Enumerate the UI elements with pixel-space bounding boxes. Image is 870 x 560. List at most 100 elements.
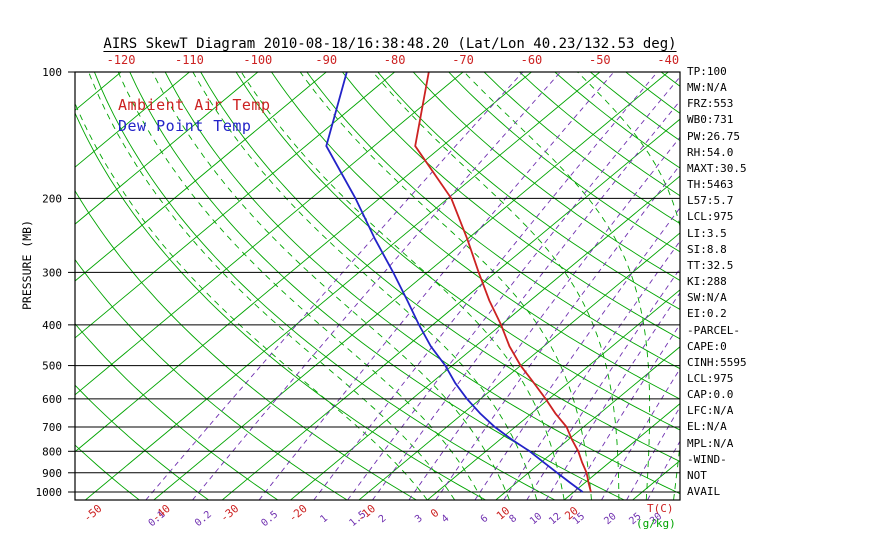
pressure-tick-label: 900 bbox=[42, 467, 62, 480]
mixing-ratio-tick-label: 12 bbox=[547, 511, 563, 527]
plot-border bbox=[74, 71, 681, 501]
mixing-ratio-line bbox=[569, 323, 680, 500]
isotherm-line bbox=[75, 72, 259, 225]
pressure-tick-label: 700 bbox=[42, 421, 62, 434]
dry-adiabat-line bbox=[75, 258, 348, 500]
mixing-ratio-line bbox=[408, 136, 680, 500]
stat-line: SI:8.8 bbox=[687, 242, 727, 256]
isotherm-line bbox=[495, 346, 680, 500]
stat-line: LFC:N/A bbox=[687, 404, 734, 418]
stat-line: EI:0.2 bbox=[687, 307, 727, 321]
dry-adiabat-line bbox=[75, 323, 279, 500]
dry-adiabat-line bbox=[483, 72, 680, 225]
dry-adiabat-line bbox=[235, 72, 680, 431]
dew-point-temp-line bbox=[325, 72, 584, 493]
top-temp-tick-label: -70 bbox=[452, 53, 474, 67]
moist-adiabat-line bbox=[372, 72, 620, 500]
stat-line: LCL:975 bbox=[687, 371, 734, 385]
stat-line: L57:5.7 bbox=[687, 194, 734, 208]
dry-adiabat-line bbox=[625, 72, 680, 114]
mixing-ratio-line bbox=[372, 100, 680, 500]
top-temp-tick-label: -100 bbox=[243, 53, 272, 67]
moist-adiabat-line bbox=[299, 72, 592, 500]
stat-line: TP:100 bbox=[687, 65, 727, 78]
top-temp-tick-label: -40 bbox=[657, 53, 679, 67]
mixing-ratio-tick-label: 8 bbox=[507, 513, 519, 525]
temp-unit-label: T(C) bbox=[647, 502, 674, 515]
bottom-temp-tick-label: -30 bbox=[218, 502, 242, 525]
mixing-ratio-tick-label: 0.5 bbox=[259, 509, 280, 529]
mixing-ratio-line bbox=[647, 440, 680, 500]
mixing-ratio-line bbox=[258, 72, 615, 500]
mixing-ratio-line bbox=[626, 406, 680, 500]
mixing-ratio-line bbox=[145, 72, 524, 500]
moist-adiabat-line bbox=[75, 102, 428, 500]
stat-line: RH:54.0 bbox=[687, 145, 734, 159]
isotherm-line bbox=[427, 289, 680, 500]
stat-line: WB0:731 bbox=[687, 113, 734, 127]
pressure-tick-label: 400 bbox=[42, 319, 62, 332]
stat-line: -WIND- bbox=[687, 452, 727, 466]
dry-adiabat-line bbox=[554, 72, 680, 169]
moist-adiabat-line bbox=[88, 72, 456, 500]
isotherm-line bbox=[75, 72, 464, 396]
mixing-ratio-tick-label: 6 bbox=[479, 513, 491, 525]
stat-line: LI:3.5 bbox=[687, 226, 727, 240]
legend-ambient-temp: Ambient Air Temp bbox=[118, 96, 271, 114]
dry-adiabat-line bbox=[200, 72, 680, 463]
moist-adiabat-line bbox=[192, 72, 538, 500]
dry-adiabat-line bbox=[377, 72, 680, 310]
ambient-air-temp-line bbox=[414, 72, 592, 493]
isotherm-line bbox=[290, 175, 680, 500]
moist-adiabat-line bbox=[240, 72, 565, 500]
mixing-ratio-tick-label: 20 bbox=[602, 511, 618, 527]
isotherm-line bbox=[75, 72, 327, 282]
stat-line: FRZ:553 bbox=[687, 97, 734, 111]
moist-adiabat-line bbox=[463, 72, 651, 500]
mixing-ratio-line bbox=[313, 72, 658, 500]
stat-line: SW:N/A bbox=[687, 291, 727, 305]
dry-adiabat-line bbox=[0, 72, 70, 500]
pressure-tick-label: 800 bbox=[42, 445, 62, 458]
pressure-tick-label: 300 bbox=[42, 266, 62, 279]
isotherm-line bbox=[75, 72, 532, 453]
mixing-ratio-line bbox=[192, 72, 561, 500]
isotherm-line bbox=[563, 403, 680, 500]
dry-adiabat-line bbox=[164, 72, 680, 495]
isotherm-line bbox=[75, 72, 122, 111]
pressure-axis-label: PRESSURE (MB) bbox=[20, 219, 34, 311]
top-temp-tick-label: -50 bbox=[589, 53, 611, 67]
mixing-ratio-line bbox=[601, 368, 680, 500]
mixing-ratio-line bbox=[347, 76, 680, 500]
isotherm-line bbox=[153, 72, 669, 500]
stat-line: CAPE:0 bbox=[687, 339, 727, 353]
pressure-lines bbox=[75, 71, 680, 493]
stat-line: MW:N/A bbox=[687, 81, 727, 95]
mixing-unit-label: (g/kg) bbox=[636, 517, 676, 530]
bottom-temp-tick-label: 0 bbox=[428, 506, 441, 520]
dry-adiabat-line bbox=[342, 72, 680, 340]
mixing-ratio-tick-label: 4 bbox=[440, 513, 452, 525]
dry-adiabat-line bbox=[75, 384, 209, 500]
pressure-tick-label: 100 bbox=[42, 66, 62, 79]
moist-adiabat-line bbox=[117, 72, 483, 500]
mixing-ratio-tick-label: 1 bbox=[318, 513, 330, 525]
stat-line: NOT bbox=[687, 468, 707, 482]
sounding-profiles bbox=[325, 72, 592, 493]
mixing-ratio-tick-label: 10 bbox=[528, 511, 544, 527]
mixing-ratio-tick-label: 3 bbox=[413, 513, 425, 525]
top-temp-tick-label: -120 bbox=[107, 53, 136, 67]
stat-line: CINH:5595 bbox=[687, 355, 747, 369]
stat-line: AVAIL bbox=[687, 485, 721, 499]
mixing-ratio-line bbox=[545, 292, 680, 500]
top-temp-tick-label: -60 bbox=[521, 53, 543, 67]
dry-adiabat-line bbox=[306, 72, 680, 370]
stat-line: TH:5463 bbox=[687, 178, 734, 192]
mixing-ratio-line bbox=[526, 267, 680, 500]
dry-adiabat-line bbox=[75, 189, 417, 500]
axis-labels: -120 -110 -100 -90 -80 -70 -60 -50 -401002003004… bbox=[36, 53, 680, 529]
stat-line: CAP:0.0 bbox=[687, 388, 734, 402]
moist-adiabat-line bbox=[577, 72, 680, 500]
